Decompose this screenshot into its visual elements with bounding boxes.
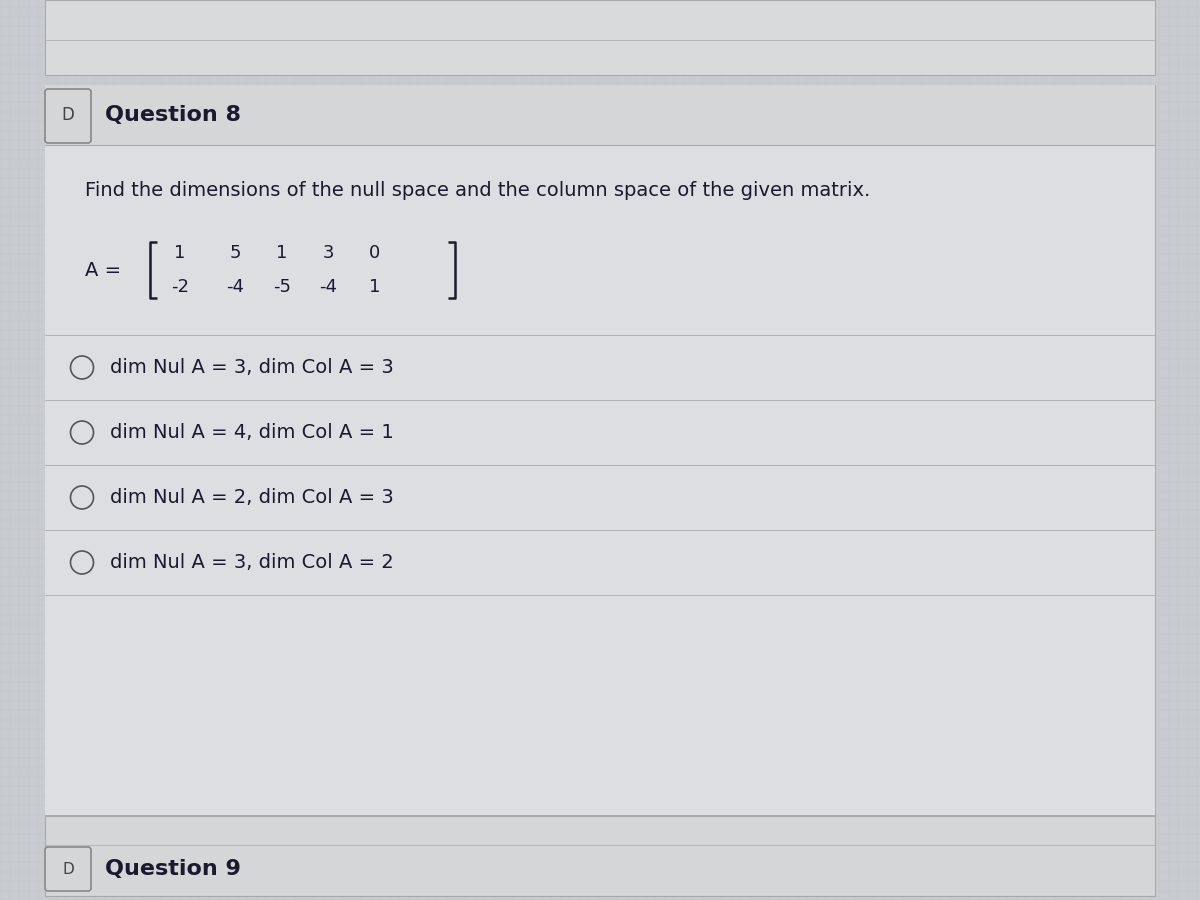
Text: -5: -5 bbox=[274, 278, 292, 296]
Text: -4: -4 bbox=[226, 278, 244, 296]
Text: 1: 1 bbox=[370, 278, 380, 296]
Text: 5: 5 bbox=[229, 244, 241, 262]
Text: A =: A = bbox=[85, 260, 127, 280]
Text: -2: -2 bbox=[172, 278, 190, 296]
Text: dim Nul A = 4, dim Col A = 1: dim Nul A = 4, dim Col A = 1 bbox=[110, 423, 394, 442]
FancyBboxPatch shape bbox=[46, 847, 91, 891]
Text: 1: 1 bbox=[276, 244, 288, 262]
Text: D: D bbox=[61, 106, 74, 124]
Text: Question 9: Question 9 bbox=[106, 859, 241, 879]
Text: -4: -4 bbox=[319, 278, 337, 296]
FancyBboxPatch shape bbox=[46, 85, 1154, 145]
Text: dim Nul A = 3, dim Col A = 2: dim Nul A = 3, dim Col A = 2 bbox=[110, 553, 394, 572]
Text: Question 8: Question 8 bbox=[106, 105, 241, 125]
Text: Find the dimensions of the null space and the column space of the given matrix.: Find the dimensions of the null space an… bbox=[85, 181, 870, 200]
Text: 3: 3 bbox=[323, 244, 334, 262]
Text: 0: 0 bbox=[370, 244, 380, 262]
Text: dim Nul A = 2, dim Col A = 3: dim Nul A = 2, dim Col A = 3 bbox=[110, 488, 394, 507]
Text: dim Nul A = 3, dim Col A = 3: dim Nul A = 3, dim Col A = 3 bbox=[110, 358, 394, 377]
Text: 1: 1 bbox=[174, 244, 186, 262]
Text: D: D bbox=[62, 861, 74, 877]
FancyBboxPatch shape bbox=[46, 145, 1154, 815]
FancyBboxPatch shape bbox=[46, 816, 1154, 896]
FancyBboxPatch shape bbox=[46, 0, 1154, 75]
FancyBboxPatch shape bbox=[46, 85, 1154, 815]
FancyBboxPatch shape bbox=[46, 89, 91, 143]
